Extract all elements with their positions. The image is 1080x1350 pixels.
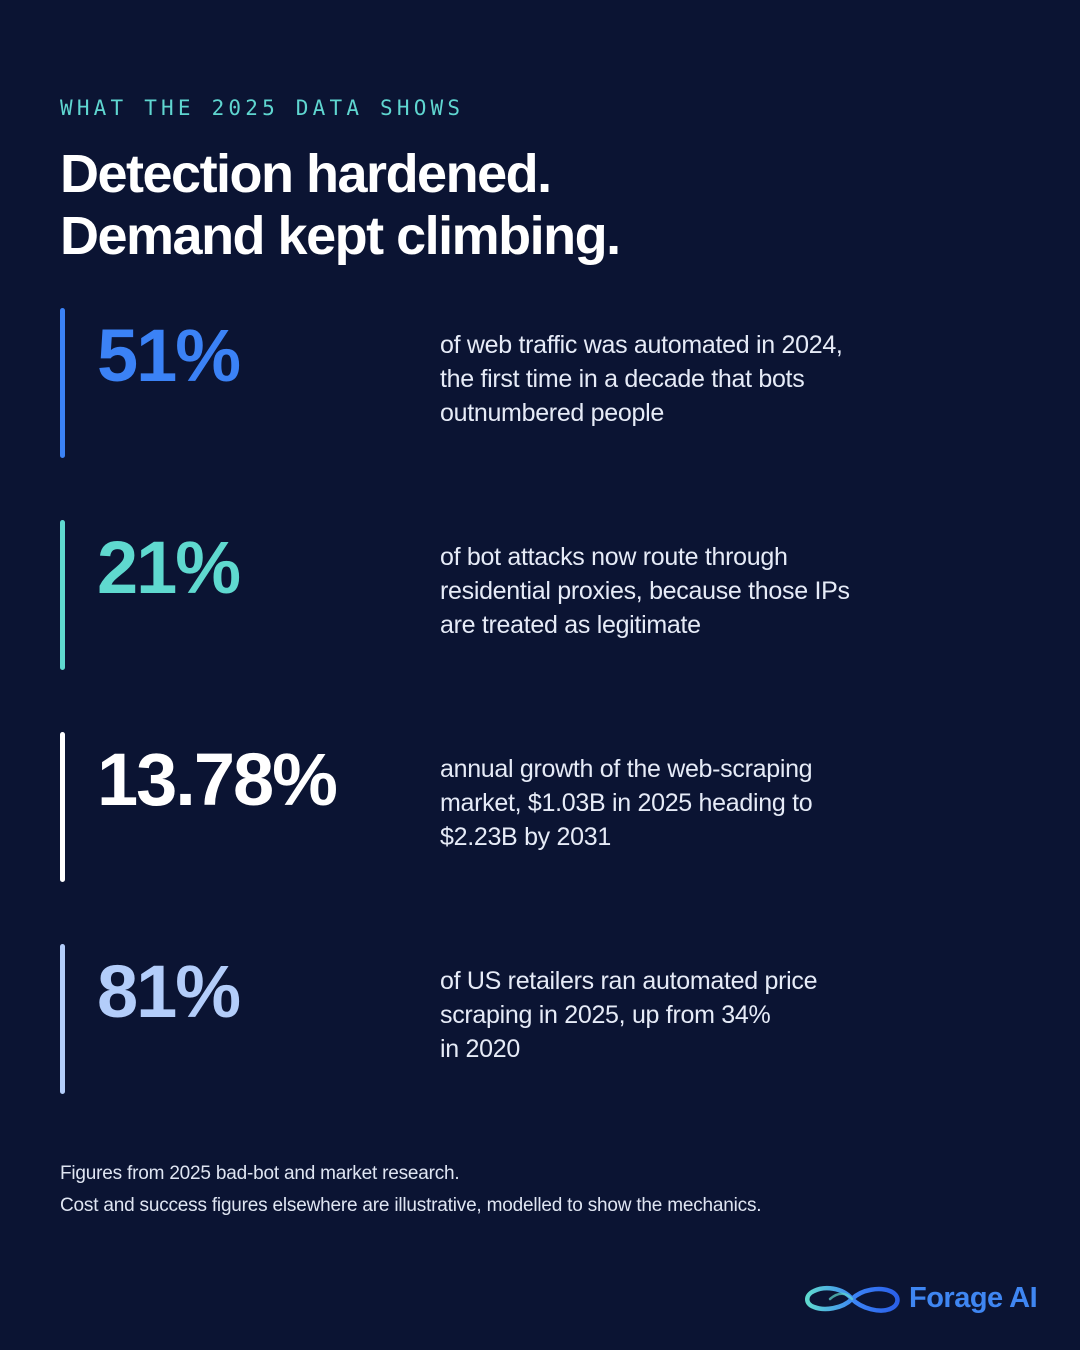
stat-accent-bar [60, 520, 65, 670]
stat-description-line: of web traffic was automated in 2024, [440, 331, 843, 359]
stat-description-line: of US retailers ran automated price [440, 967, 818, 995]
stat-description-line: annual growth of the web-scraping [440, 755, 813, 783]
footnote-line-2: Cost and success figures elsewhere are i… [60, 1195, 762, 1216]
stat-description-line: in 2020 [440, 1035, 520, 1063]
brand-name: Forage AI [909, 1282, 1038, 1314]
stat-market-growth: 13.78% annual growth of the web-scraping… [60, 732, 1020, 882]
stat-retail-scraping: 81% of US retailers ran automated price … [60, 944, 1020, 1094]
stat-description-line: are treated as legitimate [440, 611, 701, 639]
stat-description-line: the first time in a decade that bots [440, 365, 805, 393]
stat-residential-proxies: 21% of bot attacks now route through res… [60, 520, 1020, 670]
stat-description: of bot attacks now route through residen… [440, 540, 920, 642]
stat-value: 81% [97, 950, 241, 1033]
stat-description-line: of bot attacks now route through [440, 543, 788, 571]
stat-accent-bar [60, 732, 65, 882]
title-line-2: Demand kept climbing. [60, 206, 621, 266]
brand-logo: Forage AI [802, 1278, 1052, 1322]
page-title: Detection hardened. Demand kept climbing… [60, 143, 621, 267]
footnote-line-1: Figures from 2025 bad-bot and market res… [60, 1163, 460, 1184]
stat-description-line: $2.23B by 2031 [440, 823, 611, 851]
title-line-1: Detection hardened. [60, 144, 552, 204]
stat-value: 21% [97, 526, 241, 609]
stat-description-line: market, $1.03B in 2025 heading to [440, 789, 813, 817]
stat-accent-bar [60, 308, 65, 458]
stat-web-traffic: 51% of web traffic was automated in 2024… [60, 308, 1020, 458]
footnote: Figures from 2025 bad-bot and market res… [60, 1158, 762, 1222]
stat-accent-bar [60, 944, 65, 1094]
stat-value: 51% [97, 314, 241, 397]
eyebrow-label: WHAT THE 2025 DATA SHOWS [60, 96, 465, 120]
infinity-logo-icon [805, 1285, 900, 1313]
stat-description-line: scraping in 2025, up from 34% [440, 1001, 771, 1029]
stat-description: annual growth of the web-scraping market… [440, 752, 920, 854]
stat-description-line: residential proxies, because those IPs [440, 577, 850, 605]
stat-value: 13.78% [97, 738, 338, 821]
stat-description: of US retailers ran automated price scra… [440, 964, 920, 1066]
stat-description: of web traffic was automated in 2024, th… [440, 328, 920, 430]
stat-description-line: outnumbered people [440, 399, 664, 427]
